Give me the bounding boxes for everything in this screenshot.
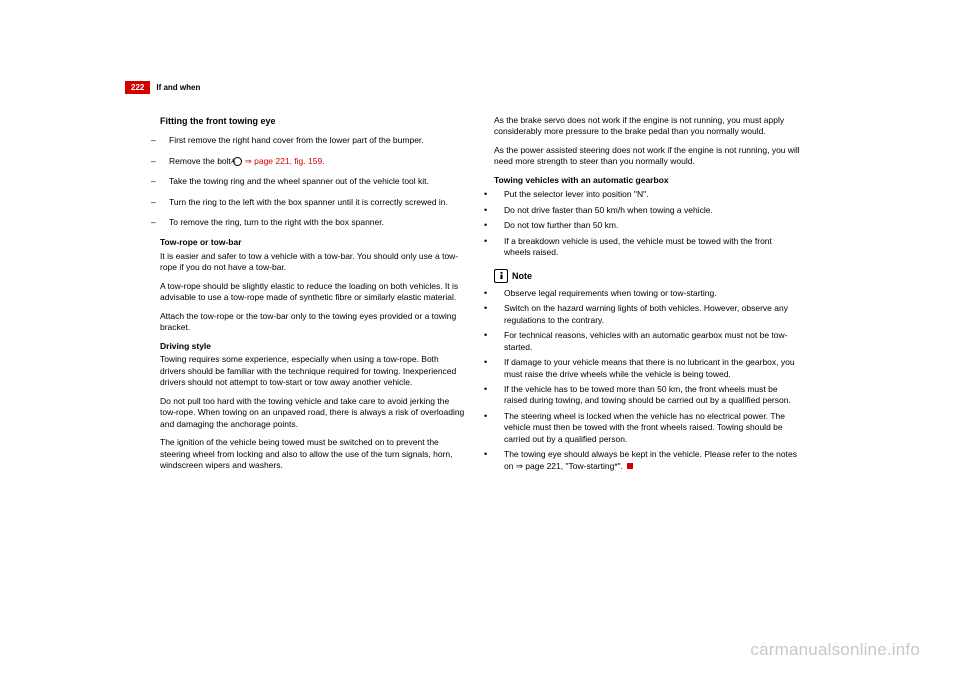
note-label: Note — [512, 270, 532, 282]
bullet-text: Do not drive faster than 50 km/h when to… — [504, 205, 713, 215]
paragraph: As the brake servo does not work if the … — [494, 115, 800, 138]
step-item: –First remove the right hand cover from … — [160, 135, 466, 146]
step-text: Take the towing ring and the wheel spann… — [169, 176, 429, 186]
step-text: Remove the bolt — [169, 156, 233, 166]
bullet-item: •The steering wheel is locked when the v… — [494, 410, 800, 445]
bullet-item: •Do not tow further than 50 km. — [494, 219, 800, 231]
bullet-item: •If damage to your vehicle means that th… — [494, 356, 800, 380]
bullet-text: Observe legal requirements when towing o… — [504, 288, 717, 298]
content-columns: Fitting the front towing eye –First remo… — [160, 115, 800, 478]
bullet-item: •If a breakdown vehicle is used, the veh… — [494, 235, 800, 259]
paragraph: Attach the tow-rope or the tow-bar only … — [160, 311, 466, 334]
bullet-item: •Do not drive faster than 50 km/h when t… — [494, 204, 800, 216]
page-number: 222 — [125, 81, 150, 94]
note-heading: Note — [494, 269, 800, 283]
paragraph: Do not pull too hard with the towing veh… — [160, 396, 466, 430]
step-text-post: . — [322, 156, 324, 166]
right-column: As the brake servo does not work if the … — [494, 115, 800, 478]
bullet-item: •For technical reasons, vehicles with an… — [494, 329, 800, 353]
step-item: –Remove the bolt A ⇒ page 221, fig. 159. — [160, 156, 466, 167]
bullet-text: If damage to your vehicle means that the… — [504, 357, 795, 378]
bullet-item: •Observe legal requirements when towing … — [494, 287, 800, 299]
bullet-item: •Switch on the hazard warning lights of … — [494, 302, 800, 326]
bullet-text: For technical reasons, vehicles with an … — [504, 330, 787, 351]
step-text: Turn the ring to the left with the box s… — [169, 197, 448, 207]
bullet-text: If the vehicle has to be towed more than… — [504, 384, 791, 405]
ref-marker-a: A — [233, 157, 242, 166]
paragraph: As the power assisted steering does not … — [494, 145, 800, 168]
bullet-text: The steering wheel is locked when the ve… — [504, 411, 785, 444]
section-title: If and when — [156, 83, 200, 92]
page-header: 222 If and when — [0, 80, 960, 94]
note-block: Note •Observe legal requirements when to… — [494, 269, 800, 473]
info-icon — [494, 269, 508, 283]
bullet-item: •Put the selector lever into position "N… — [494, 188, 800, 200]
step-item: –Turn the ring to the left with the box … — [160, 197, 466, 208]
left-column: Fitting the front towing eye –First remo… — [160, 115, 466, 478]
bullet-item: •The towing eye should always be kept in… — [494, 448, 800, 472]
bullet-text: Put the selector lever into position "N"… — [504, 189, 648, 199]
step-item: –To remove the ring, turn to the right w… — [160, 217, 466, 228]
bullet-text: Do not tow further than 50 km. — [504, 220, 618, 230]
page-ref: ⇒ page 221, "Tow-starting*". — [516, 461, 623, 471]
bullet-text: Switch on the hazard warning lights of b… — [504, 303, 788, 324]
bullet-item: •If the vehicle has to be towed more tha… — [494, 383, 800, 407]
step-text: To remove the ring, turn to the right wi… — [169, 217, 384, 227]
paragraph-title: Tow-rope or tow-bar — [160, 237, 466, 248]
bullet-text: If a breakdown vehicle is used, the vehi… — [504, 236, 772, 257]
paragraph: Towing requires some experience, especia… — [160, 354, 466, 388]
end-marker-icon — [627, 463, 633, 469]
paragraph-title: Driving style — [160, 341, 466, 352]
page-ref: ⇒ page 221, fig. 159 — [242, 156, 322, 166]
paragraph-title: Towing vehicles with an automatic gearbo… — [494, 175, 800, 186]
step-item: –Take the towing ring and the wheel span… — [160, 176, 466, 187]
paragraph: A tow-rope should be slightly elastic to… — [160, 281, 466, 304]
paragraph: The ignition of the vehicle being towed … — [160, 437, 466, 471]
step-text: First remove the right hand cover from t… — [169, 135, 424, 145]
paragraph: It is easier and safer to tow a vehicle … — [160, 251, 466, 274]
watermark: carmanualsonline.info — [750, 640, 920, 660]
left-subtitle: Fitting the front towing eye — [160, 115, 466, 127]
